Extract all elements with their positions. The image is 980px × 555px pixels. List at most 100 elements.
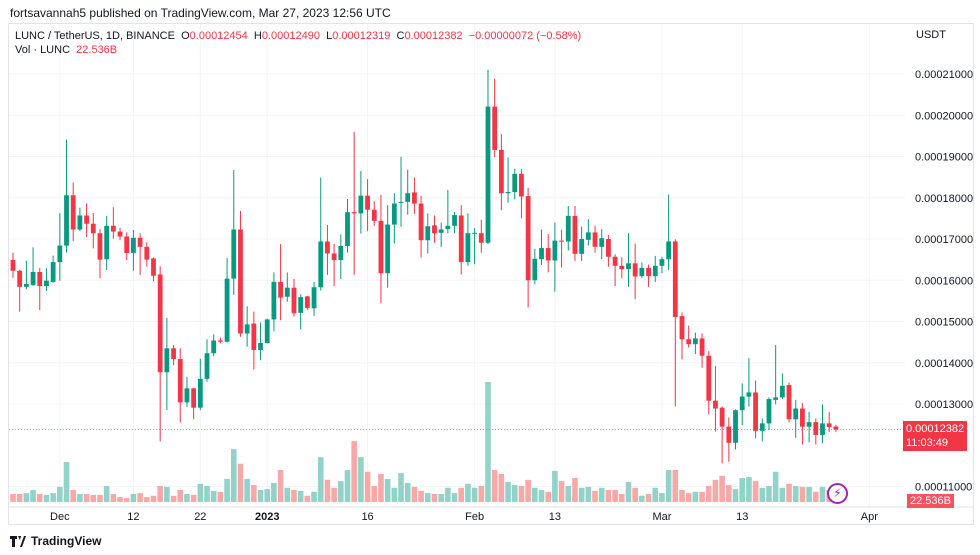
lightning-bolt-icon[interactable]: ⚡︎ [827,483,848,504]
candle-body [753,392,758,431]
volume-legend: Vol · LUNC 22.536B [15,43,581,57]
volume-bar [779,487,786,502]
y-tick-label: 0.00015000 [915,317,973,329]
candle-body [779,385,785,398]
candle-body [405,193,411,202]
volume-bar [351,441,357,502]
candle-body [97,233,103,260]
ohlc-legend: LUNC / TetherUS, 1D, BINANCE O0.00012454… [15,29,581,43]
candle-body [378,220,384,274]
volume-bar [237,463,244,502]
volume-bar [50,493,56,502]
volume-bar [204,486,210,502]
symbol-title[interactable]: LUNC / TetherUS, 1D, BINANCE [15,30,175,42]
volume-bar [97,494,103,502]
volume-bar [712,479,719,502]
candle-body [351,212,357,214]
volume-bar [418,490,424,502]
candle-body [412,192,417,204]
candle-body [70,195,76,230]
volume-bar [652,487,659,502]
candle-body [759,423,765,431]
volume-bar [538,490,545,502]
volume-bar [378,474,384,502]
x-tick-label: 12 [127,511,139,523]
candle-body [90,223,96,234]
candle-body [766,399,772,424]
volume-bar [719,475,725,502]
candle-body [739,396,745,411]
candle-body [177,359,183,403]
volume-bar [210,490,217,502]
candle-body [826,423,832,428]
candle-body [465,233,471,263]
volume-label[interactable]: Vol · LUNC [15,44,71,56]
volume-bar [491,470,498,502]
volume-bar [632,487,638,502]
tradingview-logo[interactable]: TradingView [10,534,101,548]
volume-bar [257,490,264,502]
candle-body [325,241,330,254]
y-tick-label: 0.00017000 [915,234,973,246]
candle-body [565,215,571,242]
volume-bar [304,495,311,502]
candle-body [298,297,304,313]
candle-body [211,340,217,354]
y-tick-label: 0.00016000 [915,275,973,287]
volume-bar [358,457,364,502]
candle-body [699,338,705,356]
candle-body [204,353,210,379]
candle-body [110,225,116,232]
volume-bar [217,491,224,502]
volume-bar [565,486,572,502]
candle-body [505,191,511,194]
candle-body [144,246,150,260]
x-tick-label: Mar [652,511,671,523]
candle-body [157,274,163,373]
volume-bar [197,483,204,502]
candle-body [746,392,752,397]
volume-bar [705,486,712,502]
volume-bar [525,479,531,502]
volume-bar [578,487,585,502]
y-tick-label: 0.00018000 [915,193,973,205]
volume-bar [130,494,137,502]
volume-bar [759,487,766,502]
candle-body [498,149,504,194]
candle-body [679,316,685,340]
candle-body [659,259,665,266]
candle-body [57,245,63,263]
volume-bar [792,486,799,502]
candle-body [131,237,136,254]
volume-bar [471,487,478,502]
volume-bar [552,470,558,502]
volume-bar [164,486,170,502]
volume-bar [498,474,505,502]
volume-bar [184,494,190,502]
candle-body [719,407,725,427]
candle-body [458,215,464,263]
candle-body [258,342,263,350]
candle-body [519,173,524,197]
volume-bar [177,490,184,502]
candle-body [23,283,29,287]
candle-body [318,241,324,288]
change-value: −0.00000072 (−0.58%) [468,30,582,42]
candle-body [284,287,290,297]
candle-body [585,232,591,240]
volume-bar [190,494,197,502]
close-value: 0.00012382 [404,30,463,42]
candle-body [806,422,812,427]
volume-bar [364,471,371,502]
candle-body [77,215,83,230]
candle-body [345,212,350,247]
volume-bar [110,494,117,502]
candle-body [251,323,257,350]
volume-bar [478,486,485,502]
candle-body [539,248,544,260]
volume-bar [739,478,746,502]
x-tick-label: 2023 [255,511,279,523]
volume-bar [150,495,157,502]
volume-bar [230,449,237,502]
